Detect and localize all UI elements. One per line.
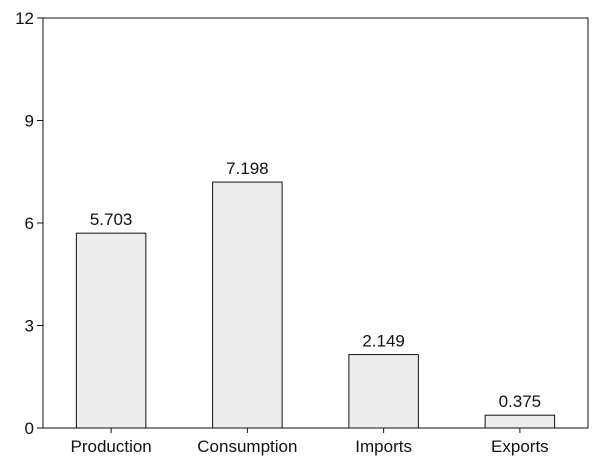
data-label: 2.149	[362, 332, 405, 351]
bar	[212, 181, 283, 429]
bar	[348, 354, 419, 429]
y-tick-label: 3	[25, 317, 34, 336]
y-tick-label: 6	[25, 214, 34, 233]
data-label: 0.375	[499, 392, 542, 411]
bar	[75, 232, 147, 429]
x-axis-labels: Production Consumption Imports Exports	[70, 428, 549, 456]
x-tick-label: Exports	[491, 437, 549, 456]
data-label: 7.198	[226, 159, 269, 178]
bar	[484, 414, 556, 429]
data-label: 5.703	[90, 210, 133, 229]
x-tick-label: Production	[70, 437, 151, 456]
x-tick-label: Imports	[355, 437, 412, 456]
y-tick-label: 12	[15, 9, 34, 28]
y-tick-label: 0	[25, 419, 34, 438]
y-axis-ticks: 0 3 6 9 12	[15, 9, 43, 438]
bars	[75, 181, 556, 429]
y-tick-label: 9	[25, 112, 34, 131]
data-labels: 5.703 7.198 2.149 0.375	[90, 159, 541, 411]
x-tick-label: Consumption	[197, 437, 297, 456]
